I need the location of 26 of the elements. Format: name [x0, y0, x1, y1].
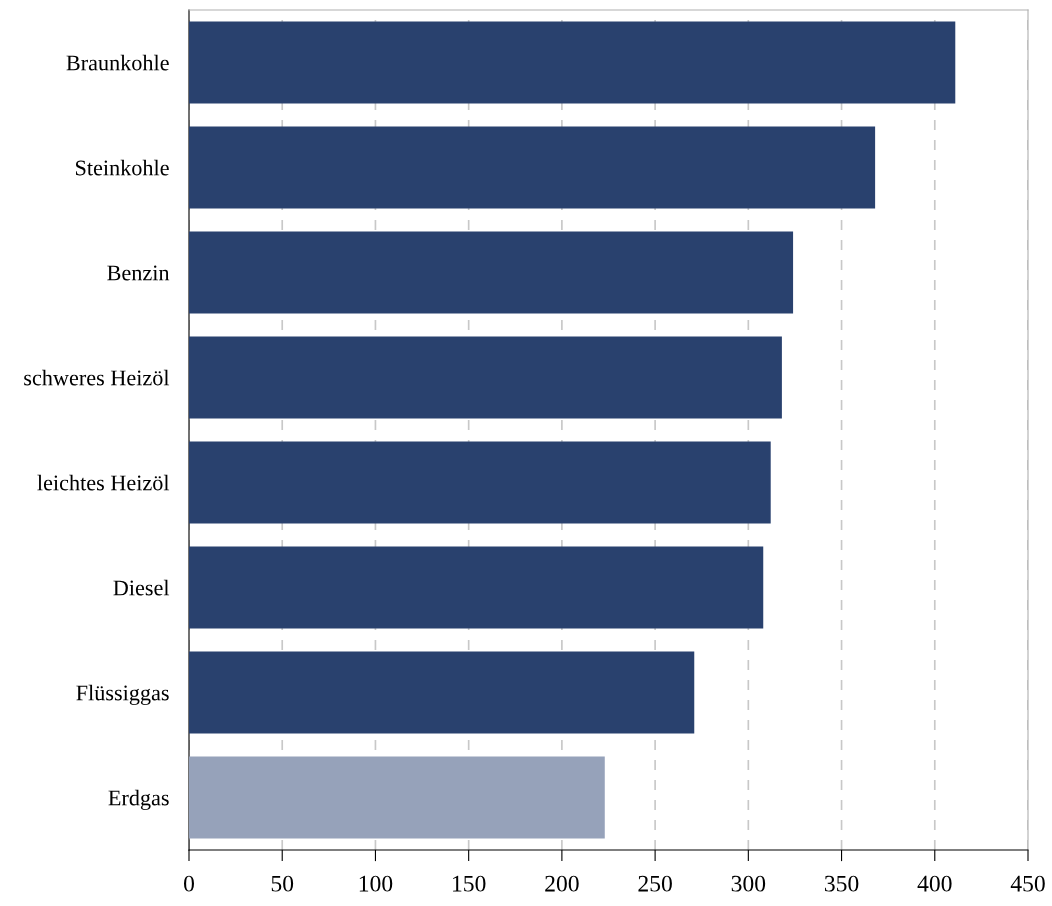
x-tick-label: 400 [917, 875, 952, 892]
y-tick-label: Erdgas [108, 789, 169, 811]
x-tick-label: 350 [824, 875, 859, 892]
x-tick-label: 0 [184, 875, 194, 892]
x-tick-label: 250 [638, 875, 672, 892]
bar [189, 546, 764, 629]
bar [189, 21, 956, 104]
y-tick-label: leichtes Heizöl [37, 474, 170, 491]
bar [189, 441, 771, 524]
y-tick-label: Diesel [113, 579, 170, 596]
y-tick-label: Braunkohle [66, 54, 169, 71]
y-tick-label: schweres Heizöl [24, 369, 170, 386]
y-tick-label: Flüssiggas [76, 684, 169, 706]
x-tick-label: 200 [545, 875, 579, 892]
x-tick-label: 150 [453, 875, 486, 892]
x-tick-label: 450 [1010, 875, 1045, 892]
bar [189, 756, 605, 839]
bar [189, 651, 695, 734]
x-tick-label: 300 [731, 875, 766, 892]
x-tick-label: 100 [359, 875, 393, 892]
y-tick-label: Benzin [107, 265, 170, 281]
bar [189, 336, 782, 419]
x-tick-label: 50 [271, 875, 294, 892]
y-tick-label: Steinkohle [75, 159, 169, 176]
bar [189, 126, 876, 209]
bar [189, 231, 794, 314]
